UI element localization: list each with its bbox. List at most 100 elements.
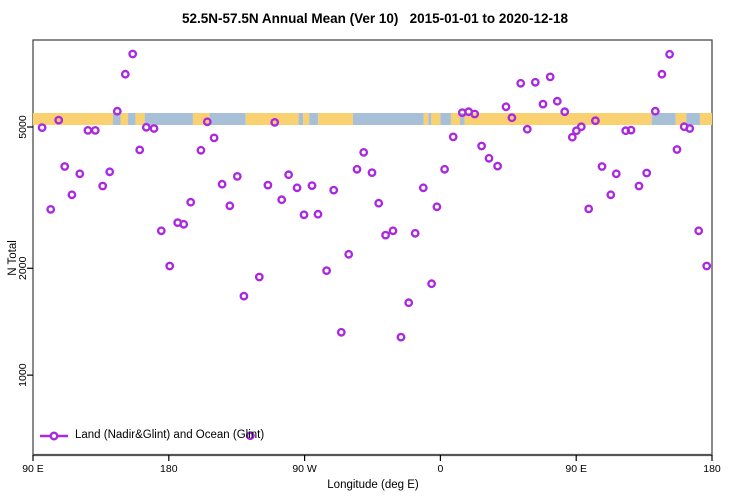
data-point bbox=[545, 72, 555, 82]
data-point bbox=[98, 181, 108, 191]
data-point bbox=[60, 162, 70, 171]
data-point bbox=[67, 190, 77, 200]
band-segment-ocean bbox=[144, 113, 193, 125]
band-segment-land bbox=[192, 113, 210, 125]
data-point bbox=[432, 202, 442, 212]
data-point bbox=[477, 141, 486, 151]
data-point bbox=[470, 109, 480, 119]
data-point bbox=[277, 195, 287, 205]
data-point bbox=[359, 147, 369, 157]
band-segment-land bbox=[318, 113, 353, 125]
legend-marker-circle bbox=[49, 431, 59, 441]
data-point bbox=[560, 107, 570, 117]
band-segment-land bbox=[431, 113, 441, 125]
data-point bbox=[141, 122, 151, 132]
data-point bbox=[225, 201, 235, 211]
chart-title: 52.5N-57.5N Annual Mean (Ver 10) 2015-01… bbox=[182, 11, 568, 26]
x-tick-label: 90 W bbox=[292, 463, 317, 475]
data-point bbox=[186, 197, 196, 207]
data-point bbox=[448, 132, 458, 142]
x-tick-label: 180 bbox=[160, 463, 178, 475]
band-segment-land bbox=[33, 113, 113, 125]
data-point bbox=[626, 125, 636, 135]
data-point bbox=[46, 204, 56, 214]
legend-label: Land (Nadir&Glint) and Ocean (Glint) bbox=[75, 429, 265, 441]
data-point bbox=[263, 180, 273, 190]
data-point bbox=[516, 78, 526, 88]
data-point bbox=[572, 126, 581, 136]
data-point bbox=[149, 124, 159, 133]
data-point bbox=[352, 164, 362, 174]
data-point bbox=[344, 249, 354, 259]
data-point bbox=[54, 115, 64, 125]
data-point bbox=[484, 153, 494, 163]
data-point bbox=[336, 327, 346, 337]
data-point bbox=[606, 190, 616, 200]
data-point bbox=[440, 164, 449, 174]
data-point bbox=[196, 145, 206, 155]
data-point bbox=[209, 133, 219, 143]
data-point bbox=[367, 168, 377, 178]
data-point bbox=[650, 106, 660, 116]
data-point bbox=[597, 162, 607, 171]
x-tick-label: 90 E bbox=[22, 463, 44, 475]
band-segment-ocean bbox=[440, 113, 451, 125]
band-segment-land bbox=[423, 113, 429, 125]
data-point bbox=[329, 185, 339, 195]
band-segment-ocean bbox=[112, 113, 121, 125]
data-point bbox=[404, 298, 414, 308]
data-point bbox=[591, 116, 600, 126]
data-point bbox=[270, 118, 280, 127]
data-point bbox=[156, 226, 166, 236]
data-point bbox=[634, 181, 644, 191]
data-point bbox=[410, 228, 420, 238]
data-point bbox=[538, 99, 548, 109]
band-segment-ocean bbox=[651, 113, 676, 125]
data-point bbox=[307, 181, 317, 191]
data-point bbox=[374, 198, 384, 208]
band-segment-land bbox=[450, 113, 461, 125]
data-point bbox=[112, 106, 122, 116]
data-point bbox=[37, 123, 47, 133]
plot-box bbox=[32, 39, 713, 456]
data-point bbox=[292, 183, 302, 193]
y-tick-label: 5000 bbox=[17, 115, 29, 139]
data-point bbox=[239, 291, 249, 301]
data-point bbox=[388, 226, 398, 236]
data-point bbox=[427, 279, 436, 289]
data-point bbox=[128, 49, 138, 59]
x-tick-label: 90 E bbox=[565, 463, 587, 475]
data-point bbox=[120, 69, 130, 79]
data-point bbox=[507, 113, 517, 123]
y-tick-label: 2000 bbox=[17, 256, 29, 280]
band-segment-ocean bbox=[209, 113, 246, 125]
band-segment-land bbox=[303, 113, 310, 125]
data-point bbox=[567, 132, 577, 142]
data-point bbox=[90, 125, 100, 135]
x-tick-label: 0 bbox=[437, 463, 443, 475]
data-point bbox=[135, 145, 145, 155]
data-point bbox=[552, 96, 562, 106]
x-axis-title: Longitude (deg E) bbox=[327, 479, 419, 491]
data-point bbox=[418, 183, 428, 193]
data-point bbox=[665, 49, 674, 59]
x-tick-label: 180 bbox=[703, 463, 721, 475]
band-segment-ocean bbox=[298, 113, 304, 125]
data-point bbox=[642, 168, 652, 178]
band-segment-ocean bbox=[428, 113, 432, 125]
band-segment-land bbox=[675, 113, 687, 125]
data-point bbox=[202, 117, 212, 127]
data-point bbox=[179, 219, 189, 229]
data-point bbox=[584, 204, 594, 214]
band-segment-land bbox=[135, 113, 145, 125]
band-segment-ocean bbox=[309, 113, 319, 125]
data-point bbox=[702, 261, 712, 271]
data-point bbox=[501, 102, 511, 112]
data-point bbox=[322, 266, 331, 275]
data-point bbox=[245, 431, 255, 441]
data-point bbox=[299, 210, 309, 220]
data-point bbox=[83, 125, 93, 135]
band-segment-ocean bbox=[686, 113, 700, 125]
